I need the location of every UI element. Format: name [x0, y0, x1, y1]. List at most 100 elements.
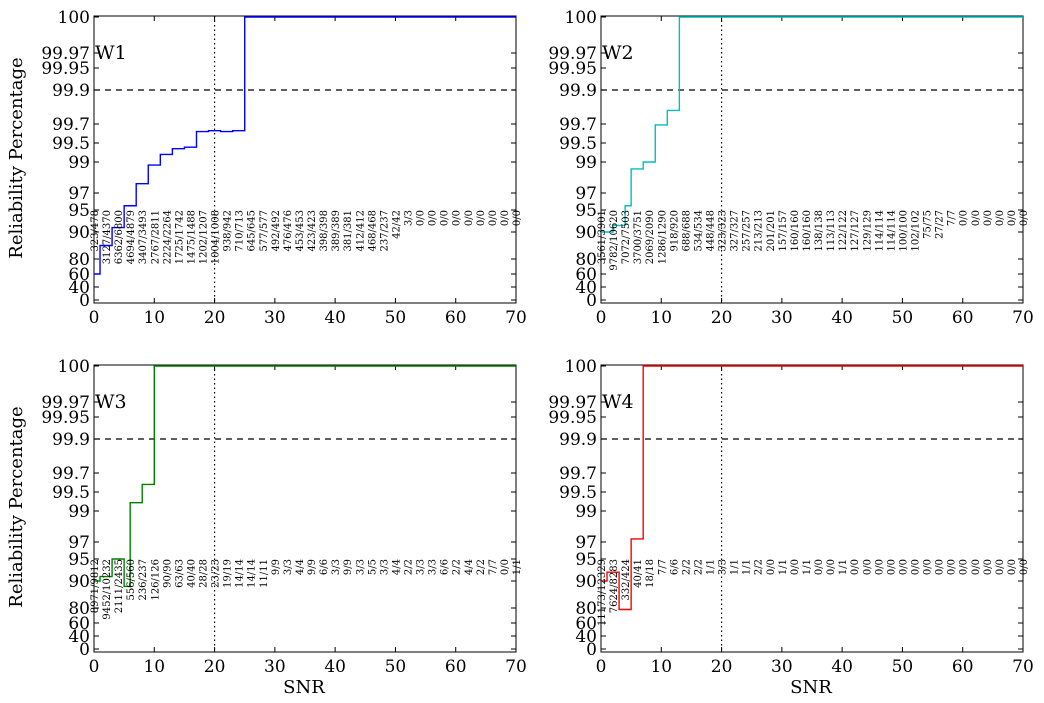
plot-frame — [93, 15, 517, 304]
x-tick-label: 10 — [143, 308, 165, 328]
y-tick-label: 90 — [575, 572, 597, 592]
x-tick-label: 70 — [505, 308, 527, 328]
x-tick-label: 70 — [505, 657, 527, 677]
count-annotation: 18/18 — [645, 559, 656, 588]
count-annotation: 1725/1742 — [174, 210, 185, 264]
x-tick-label: 30 — [771, 308, 793, 328]
x-tick-label: 50 — [385, 657, 407, 677]
count-annotation: 0/0 — [923, 559, 934, 575]
y-tick-label: 40 — [68, 627, 90, 647]
count-annotation: 9782/10620 — [609, 210, 620, 271]
x-axis-label-right: SNR — [790, 677, 832, 698]
y-tick-label: 99.7 — [52, 464, 90, 484]
x-tick-label: 20 — [711, 657, 733, 677]
x-tick-label: 70 — [1012, 308, 1034, 328]
count-annotation: 4/4 — [464, 559, 475, 575]
y-tick-label: 99.9 — [559, 430, 597, 450]
count-annotation: 918/920 — [669, 210, 680, 252]
y-tick-label: 60 — [68, 614, 90, 634]
panels: 0 10 20 30 40 50 60 7004060809095979999.599.799… — [41, 8, 1033, 677]
panel-w4: 0 10 20 30 40 50 60 7004060809095979999.599.799… — [548, 357, 1033, 677]
count-annotation: 0/0 — [1007, 559, 1018, 575]
count-annotation: 1004/1008 — [211, 210, 222, 264]
count-annotation: 2/2 — [476, 559, 487, 575]
count-annotation: 0/0 — [959, 210, 970, 226]
y-tick-label: 0 — [79, 640, 90, 660]
x-tick-label: 30 — [264, 308, 286, 328]
count-annotation: 0/0 — [1007, 210, 1018, 226]
y-tick-label: 99 — [68, 153, 90, 173]
count-annotation: 2/2 — [452, 559, 463, 575]
count-annotation: 40/40 — [186, 559, 197, 588]
y-tick-label: 99 — [575, 502, 597, 522]
count-annotation: 2/2 — [754, 559, 765, 575]
y-tick-label: 99.7 — [559, 464, 597, 484]
panel-label: W4 — [602, 391, 634, 413]
count-annotation: 3/3 — [331, 559, 342, 575]
y-tick-label: 0 — [79, 291, 90, 311]
count-annotation: 63/63 — [174, 559, 185, 588]
count-annotation: 1/1 — [838, 559, 849, 575]
count-annotation: 468/468 — [367, 210, 378, 252]
count-annotation: 0/0 — [826, 559, 837, 575]
count-annotation: 0/0 — [790, 559, 801, 575]
count-annotation: 102/102 — [910, 210, 921, 252]
y-tick-label: 100 — [58, 357, 90, 377]
y-tick-label: 40 — [68, 278, 90, 298]
plot-frame — [600, 364, 1024, 653]
panel-w3: 0 10 20 30 40 50 60 7004060809095979999.599.799… — [41, 357, 526, 677]
y-tick-label: 99.7 — [559, 115, 597, 135]
count-annotation: 0/0 — [850, 559, 861, 575]
x-tick-label: 0 — [596, 657, 607, 677]
count-annotation: 2/2 — [403, 559, 414, 575]
y-tick-label: 99.7 — [52, 115, 90, 135]
y-tick-label: 99.5 — [52, 134, 90, 154]
count-annotation: 0/0 — [910, 559, 921, 575]
y-tick-label: 97 — [68, 533, 90, 553]
x-tick-label: 40 — [831, 308, 853, 328]
y-tick-label: 99.97 — [41, 44, 90, 64]
count-annotation: 14/14 — [235, 559, 246, 588]
y-tick-label: 99.5 — [559, 134, 597, 154]
count-annotation: 42/42 — [391, 210, 402, 239]
y-tick-label: 40 — [575, 278, 597, 298]
count-annotation: 448/448 — [706, 210, 717, 252]
count-annotation: 11/11 — [259, 559, 270, 588]
count-annotation: 2069/2090 — [645, 210, 656, 264]
count-annotation: 0/0 — [500, 210, 511, 226]
count-annotation: 9/9 — [343, 559, 354, 575]
y-tick-label: 97 — [575, 184, 597, 204]
panel-w2: 0 10 20 30 40 50 60 7004060809095979999.599.799… — [548, 8, 1033, 328]
x-tick-label: 50 — [892, 657, 914, 677]
count-annotation: 0/0 — [995, 210, 1006, 226]
count-annotation: 114/114 — [886, 210, 897, 252]
y-axis-label-bottom: Reliability Percentage — [6, 406, 27, 607]
y-tick-label: 99 — [68, 502, 90, 522]
y-tick-label: 97 — [68, 184, 90, 204]
x-tick-label: 0 — [89, 657, 100, 677]
x-tick-label: 50 — [892, 308, 914, 328]
x-tick-label: 20 — [711, 308, 733, 328]
panel-label: W2 — [602, 42, 634, 64]
count-annotation: 476/476 — [283, 210, 294, 252]
count-annotation: 3/3 — [379, 559, 390, 575]
count-annotation: 3/3 — [403, 210, 414, 226]
count-annotation: 0/0 — [862, 559, 873, 575]
count-annotation: 0/0 — [983, 210, 994, 226]
y-tick-label: 99.95 — [41, 59, 90, 79]
y-tick-label: 99 — [575, 153, 597, 173]
y-tick-label: 99.97 — [548, 44, 597, 64]
reliability-step-line — [94, 16, 516, 275]
x-tick-label: 30 — [264, 657, 286, 677]
count-annotation: 381/381 — [343, 210, 354, 252]
count-annotation: 412/412 — [355, 210, 366, 252]
y-tick-label: 99.95 — [41, 408, 90, 428]
y-tick-label: 100 — [565, 357, 597, 377]
count-annotation: 100/100 — [898, 210, 909, 252]
x-tick-label: 60 — [445, 657, 467, 677]
count-annotation: 1202/1207 — [199, 210, 210, 264]
y-tick-label: 80 — [68, 250, 90, 270]
count-annotation: 1/1 — [742, 559, 753, 575]
count-annotation: 2111/2435 — [114, 559, 125, 613]
count-annotation: 3/3 — [718, 559, 729, 575]
